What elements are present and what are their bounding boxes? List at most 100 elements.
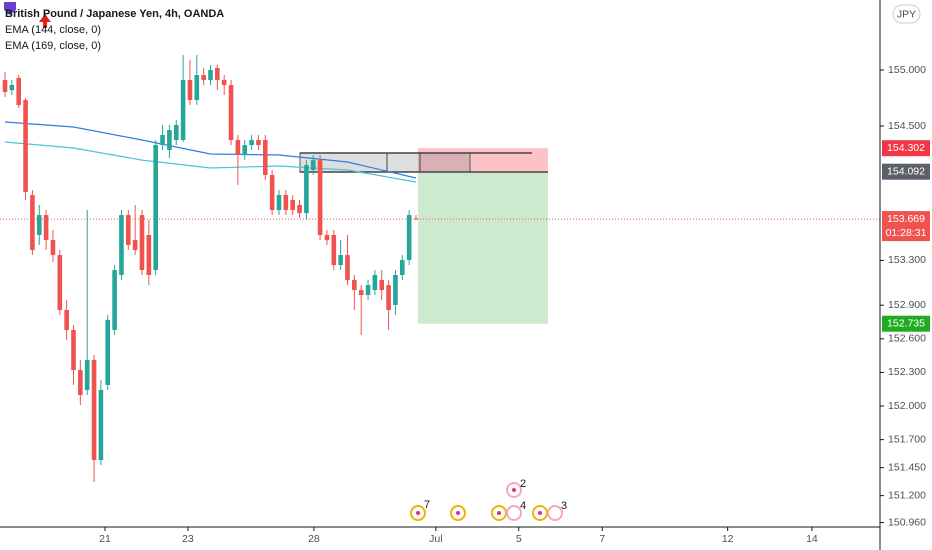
ema-line: [4, 141, 417, 183]
events: 7 2 4 3: [410, 478, 567, 521]
event-dot: [497, 511, 501, 515]
candle-body: [324, 234, 330, 241]
candle-body: [30, 195, 35, 251]
chart-title: British Pound / Japanese Yen, 4h, OANDA: [5, 8, 224, 20]
x-tick-label: 14: [806, 533, 818, 545]
event-count: 3: [561, 500, 567, 512]
plot-area: [0, 54, 880, 483]
price-label: 154.302: [887, 142, 925, 154]
y-tick-label: 152.300: [888, 366, 926, 378]
candle-body: [358, 289, 364, 296]
candle-body: [180, 79, 186, 141]
candle-body: [146, 234, 152, 275]
event-dot: [512, 488, 516, 492]
event-dot: [538, 511, 542, 515]
candle-body: [125, 215, 131, 245]
candle-body: [112, 270, 117, 330]
legend-entry: EMA (144, close, 0): [5, 24, 101, 36]
candle-body: [262, 140, 268, 175]
candle-body: [345, 255, 350, 281]
candle-body: [50, 240, 56, 256]
candle-body: [399, 259, 405, 275]
candle-body: [290, 200, 295, 211]
candle-body: [167, 130, 172, 150]
y-tick-label: 152.900: [888, 299, 926, 311]
event-icon[interactable]: [506, 505, 522, 521]
candle-body: [242, 145, 248, 156]
candle-body: [208, 70, 213, 80]
y-tick-label: 155.000: [888, 64, 926, 76]
candle-body: [317, 160, 323, 235]
marker-icon: [4, 2, 16, 15]
x-tick-label: 21: [99, 533, 111, 545]
candle-body: [393, 274, 398, 305]
candle-body: [276, 195, 282, 211]
candle-body: [228, 85, 234, 141]
target-zone: [418, 171, 548, 324]
candle-body: [173, 125, 179, 141]
y-tick-label: 152.000: [888, 400, 926, 412]
x-tick-label: Jul: [429, 533, 442, 545]
candle-body: [43, 215, 49, 241]
candle-body: [91, 359, 97, 461]
candle-body: [78, 370, 83, 396]
x-tick-label: 5: [516, 533, 522, 545]
candle-body: [304, 164, 309, 214]
event-dot: [456, 511, 460, 515]
x-tick-label: 23: [182, 533, 194, 545]
y-tick-label: 151.200: [888, 489, 926, 501]
candle-body: [215, 67, 220, 80]
candle-body: [139, 215, 145, 271]
currency-button[interactable]: [892, 4, 921, 24]
candle-body: [221, 79, 227, 86]
candle-body: [64, 310, 69, 330]
price-label-box: [882, 315, 930, 332]
candle-body: [201, 75, 206, 80]
candle-body: [338, 255, 343, 266]
candle-body: [57, 255, 63, 311]
candle-body: [297, 204, 302, 214]
candle-body: [36, 215, 42, 235]
candle-body: [269, 174, 275, 211]
y-tick-label: 154.500: [888, 120, 926, 132]
y-tick-label: 151.700: [888, 433, 926, 445]
candle-body: [256, 140, 261, 146]
candle-body: [413, 218, 419, 220]
candle-body: [23, 100, 28, 192]
candle-body: [235, 140, 241, 156]
price-label: 152.735: [887, 317, 925, 329]
event-count: 2: [520, 478, 526, 490]
event-dot: [416, 511, 420, 515]
candle-body: [105, 320, 111, 385]
arrow-icon: [39, 14, 51, 28]
candle-body: [194, 75, 200, 101]
candle-body: [365, 285, 371, 296]
x-tick-label: 7: [599, 533, 605, 545]
price-label-box: [882, 163, 930, 180]
y-tick-label: 150.960: [888, 516, 926, 528]
price-label: 154.092: [887, 165, 925, 177]
candle-body: [249, 140, 254, 146]
candle-body: [160, 134, 165, 146]
candle-body: [386, 285, 391, 311]
price-label-box: [882, 211, 930, 242]
price-label: 153.669: [887, 213, 925, 225]
candle-body: [2, 79, 8, 92]
event-count: 4: [520, 500, 526, 512]
candle-body: [132, 240, 138, 251]
x-tick-label: 28: [308, 533, 320, 545]
candle-body: [331, 234, 337, 266]
candle-body: [119, 215, 124, 275]
y-tick-label: 152.600: [888, 333, 926, 345]
candle-body: [71, 329, 76, 371]
y-tick-label: 151.450: [888, 461, 926, 473]
candle-body: [310, 160, 316, 171]
currency-label[interactable]: JPY: [897, 8, 916, 20]
ema-line: [4, 121, 417, 179]
event-icon[interactable]: [547, 505, 563, 521]
stop-zone: [418, 148, 548, 172]
countdown: 01:28:31: [886, 227, 927, 239]
y-tick-label: 153.300: [888, 254, 926, 266]
candle-body: [98, 390, 104, 461]
